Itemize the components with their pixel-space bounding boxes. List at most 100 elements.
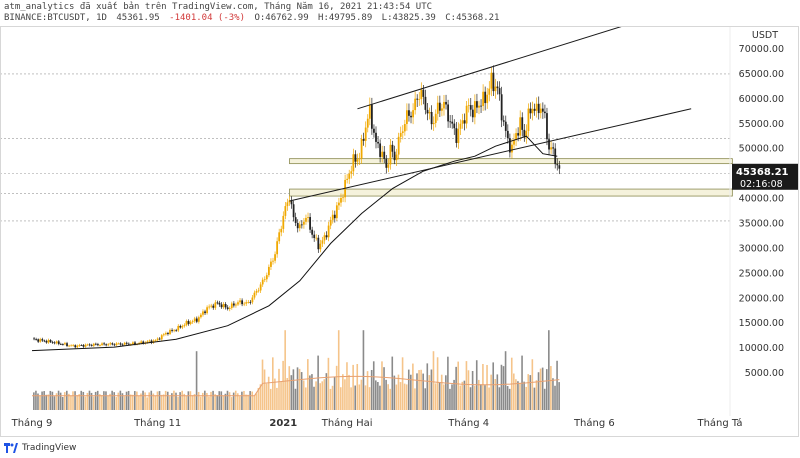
volume-bar xyxy=(424,388,427,410)
volume-bar xyxy=(500,364,503,410)
volume-bar xyxy=(313,386,315,410)
candle-body xyxy=(385,158,388,168)
volume-bar xyxy=(236,393,239,410)
volume-bar xyxy=(471,371,474,410)
volume-bar xyxy=(461,381,464,410)
volume-bar xyxy=(269,388,272,410)
candle-body xyxy=(375,132,377,142)
volume-bar xyxy=(243,390,245,410)
candle-body xyxy=(288,200,291,203)
volume-bar xyxy=(451,384,453,410)
volume-bar xyxy=(78,394,80,410)
candle-body xyxy=(177,325,180,331)
candle-body xyxy=(156,338,159,341)
currency-label: USDT xyxy=(752,30,778,41)
candle-body xyxy=(321,240,324,244)
x-tick-label: Tháng Hai xyxy=(321,417,373,429)
volume-bar xyxy=(482,363,484,410)
chart-area[interactable]: 70000.00 65000.00 60000.00 55000.00 50000.00… xyxy=(0,26,800,438)
ohlc-open: O:46762.99 xyxy=(254,13,309,23)
volume-bar xyxy=(523,381,525,410)
volume-bar xyxy=(344,379,346,410)
candle-body xyxy=(348,173,351,179)
volume-bar xyxy=(230,397,233,410)
candle-body xyxy=(449,121,452,123)
candle-body xyxy=(255,290,258,293)
candle-body xyxy=(39,339,42,342)
volume-bar xyxy=(43,391,45,410)
price-change: -1401.04 (-3%) xyxy=(169,13,246,23)
volume-bar xyxy=(319,383,321,410)
trendline xyxy=(357,26,625,110)
candle-body xyxy=(467,105,470,106)
volume-bar xyxy=(515,379,517,410)
volume-bar xyxy=(323,379,326,410)
candle-body xyxy=(305,217,307,222)
volume-bar xyxy=(177,396,179,410)
candle-body xyxy=(364,127,367,141)
candle-body xyxy=(379,143,382,157)
candle-body xyxy=(142,341,145,344)
candle-body xyxy=(525,130,528,138)
volume-bar xyxy=(66,390,68,410)
volume-bar xyxy=(206,392,208,410)
candle-body xyxy=(490,72,493,89)
candle-body xyxy=(412,110,414,118)
volume-bar xyxy=(96,390,99,410)
candle-body xyxy=(64,343,66,345)
volume-bar xyxy=(372,361,375,410)
candle-body xyxy=(160,335,163,340)
candle-body xyxy=(476,101,478,108)
volume-bar xyxy=(525,386,527,410)
volume-bar xyxy=(366,371,369,410)
candle-body xyxy=(80,345,83,346)
volume-bar xyxy=(333,376,336,410)
candle-body xyxy=(463,120,466,124)
candle-body xyxy=(362,138,365,141)
volume-bar xyxy=(422,373,424,410)
candle-body xyxy=(422,89,425,97)
candle-body xyxy=(78,345,81,346)
volume-bar xyxy=(208,396,210,410)
y-tick-label: 60000.00 xyxy=(739,94,784,105)
volume-bar xyxy=(385,379,387,410)
volume-bar xyxy=(53,396,56,410)
candle-body xyxy=(286,202,289,207)
x-tick-label: Tháng 4 xyxy=(447,417,489,429)
candle-body xyxy=(319,243,322,250)
price-chart[interactable]: 70000.00 65000.00 60000.00 55000.00 50000.00… xyxy=(0,26,800,438)
volume-bar xyxy=(251,391,254,410)
volume-bar xyxy=(63,392,66,410)
candle-body xyxy=(97,344,99,346)
volume-bar xyxy=(276,387,278,410)
candle-body xyxy=(70,345,73,347)
volume-bar xyxy=(72,391,74,410)
volume-bar xyxy=(331,385,334,410)
candle-body xyxy=(298,224,301,229)
volume-bar xyxy=(395,384,398,410)
candle-body xyxy=(340,197,342,203)
candle-body xyxy=(356,159,359,162)
volume-bar xyxy=(307,359,309,410)
volume-bar xyxy=(414,388,416,410)
volume-bar xyxy=(453,379,455,410)
candle-body xyxy=(342,197,344,199)
candle-body xyxy=(43,340,46,342)
volume-bar xyxy=(539,368,542,410)
volume-bar xyxy=(239,396,241,410)
y-tick-label: 20000.00 xyxy=(739,293,784,304)
volume-bar xyxy=(59,392,62,410)
volume-bar xyxy=(356,363,359,410)
candle-body xyxy=(134,342,136,345)
volume-bar xyxy=(103,391,105,410)
volume-bar xyxy=(531,359,534,410)
candle-body xyxy=(245,302,248,304)
candle-body xyxy=(267,266,270,276)
candle-body xyxy=(53,342,56,344)
volume-bar xyxy=(504,351,507,410)
volume-bar xyxy=(321,381,324,410)
volume-bar xyxy=(154,395,157,410)
candle-body xyxy=(457,128,460,143)
candle-body xyxy=(445,101,447,105)
candle-body xyxy=(261,279,264,285)
